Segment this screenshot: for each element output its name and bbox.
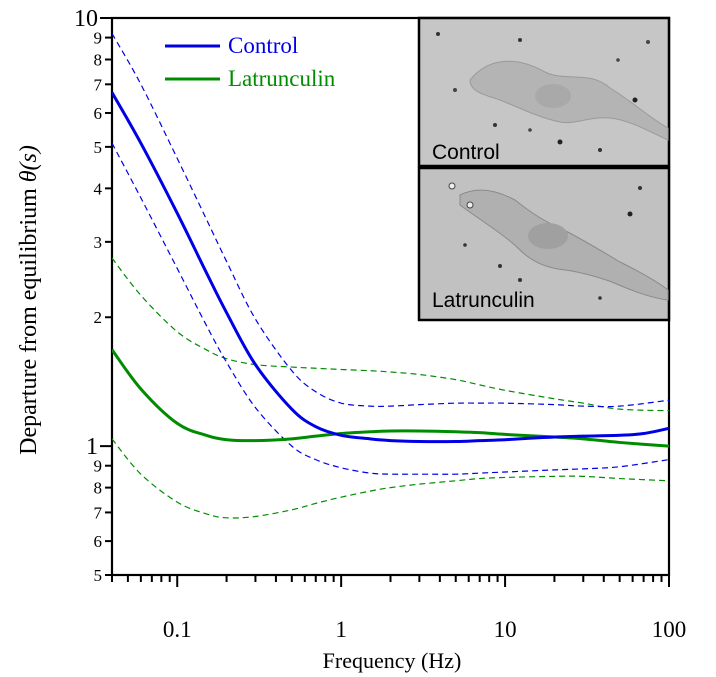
y-tick-label: 5 <box>94 566 103 585</box>
inset-control-label: Control <box>432 141 500 164</box>
x-axis: 0.1 1 10 100 <box>111 575 687 642</box>
y-tick-label: 7 <box>94 75 103 94</box>
y-tick-label: 3 <box>94 233 103 252</box>
series-line-control-lower-bound <box>112 142 669 475</box>
series-line-latrunculin-upper-bound <box>112 257 669 412</box>
inset-latrunculin-label: Latrunculin <box>432 289 535 312</box>
y-tick-label: 8 <box>94 479 103 498</box>
x-tick-label: 1 <box>335 617 347 642</box>
y-axis-title-text: Departure from equilibrium <box>16 188 42 455</box>
legend-label-control: Control <box>228 33 298 58</box>
y-tick-label: 8 <box>94 50 103 69</box>
y-tick-label: 9 <box>94 29 103 48</box>
x-tick-label: 100 <box>652 617 687 642</box>
inset-latrunculin-image: Latrunculin <box>417 166 671 322</box>
y-tick-label: 2 <box>94 308 103 327</box>
y-tick-label: 4 <box>94 179 103 198</box>
x-axis-title: Frequency (Hz) <box>323 648 462 673</box>
legend: Control Latrunculin <box>165 33 336 91</box>
series-line-latrunculin-lower-bound <box>112 438 669 519</box>
inset-images: Control Latrunculin <box>417 16 671 322</box>
y-tick-label: 9 <box>94 457 103 476</box>
series-line-control <box>112 91 669 444</box>
y-tick-label: 6 <box>94 532 103 551</box>
y-tick-label: 5 <box>94 138 103 157</box>
y-axis-title: Departure from equilibrium θ(s) <box>16 145 42 455</box>
x-tick-label: 0.1 <box>163 617 192 642</box>
y-tick-label: 10 <box>74 6 98 32</box>
series-line-latrunculin <box>112 348 669 448</box>
legend-label-latrunculin: Latrunculin <box>228 66 336 91</box>
x-tick-label: 10 <box>494 617 517 642</box>
inset-control-image: Control <box>417 16 671 168</box>
series-layer <box>112 33 669 519</box>
y-tick-label: 6 <box>94 104 103 123</box>
y-tick-label: 7 <box>94 503 103 522</box>
y-axis-title-symbol: θ(s) <box>16 145 42 182</box>
y-tick-label: 1 <box>86 434 98 460</box>
